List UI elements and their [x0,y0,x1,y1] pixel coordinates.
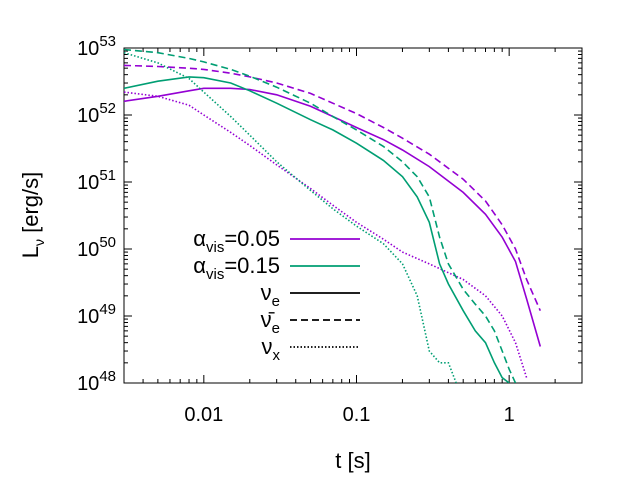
y-tick-label: 1052 [77,100,116,127]
x-tick-label: 0.01 [184,404,223,426]
y-tick-label: 1050 [77,234,116,261]
series-line [124,48,517,383]
legend-label: αvis=0.05 [193,226,280,256]
plot-frame [123,47,583,384]
y-tick-labels: 1048 1049 1050 1051 1052 1053 [77,33,116,395]
series-line [124,51,457,383]
series-line [124,87,542,347]
y-tick-label: 1053 [77,33,116,60]
series-line [124,64,542,312]
ticks [123,47,583,384]
series-line [124,76,510,383]
y-tick-label: 1049 [77,301,116,328]
legend-label: νe [261,280,280,310]
x-tick-label: 1 [504,404,515,426]
legend-label: νx [262,334,281,364]
series-group [124,48,542,383]
x-tick-labels: 0.01 0.1 1 [184,404,514,426]
legend-label: αvis=0.15 [193,253,280,283]
y-tick-label: 1048 [77,368,116,395]
y-axis-label: Lν [erg/s] [18,172,47,259]
legend-label: ν̄e [261,307,280,337]
x-tick-label: 0.1 [343,404,371,426]
y-tick-label: 1051 [77,167,116,194]
x-axis-label: t [s] [335,448,370,473]
series-line [124,91,528,378]
